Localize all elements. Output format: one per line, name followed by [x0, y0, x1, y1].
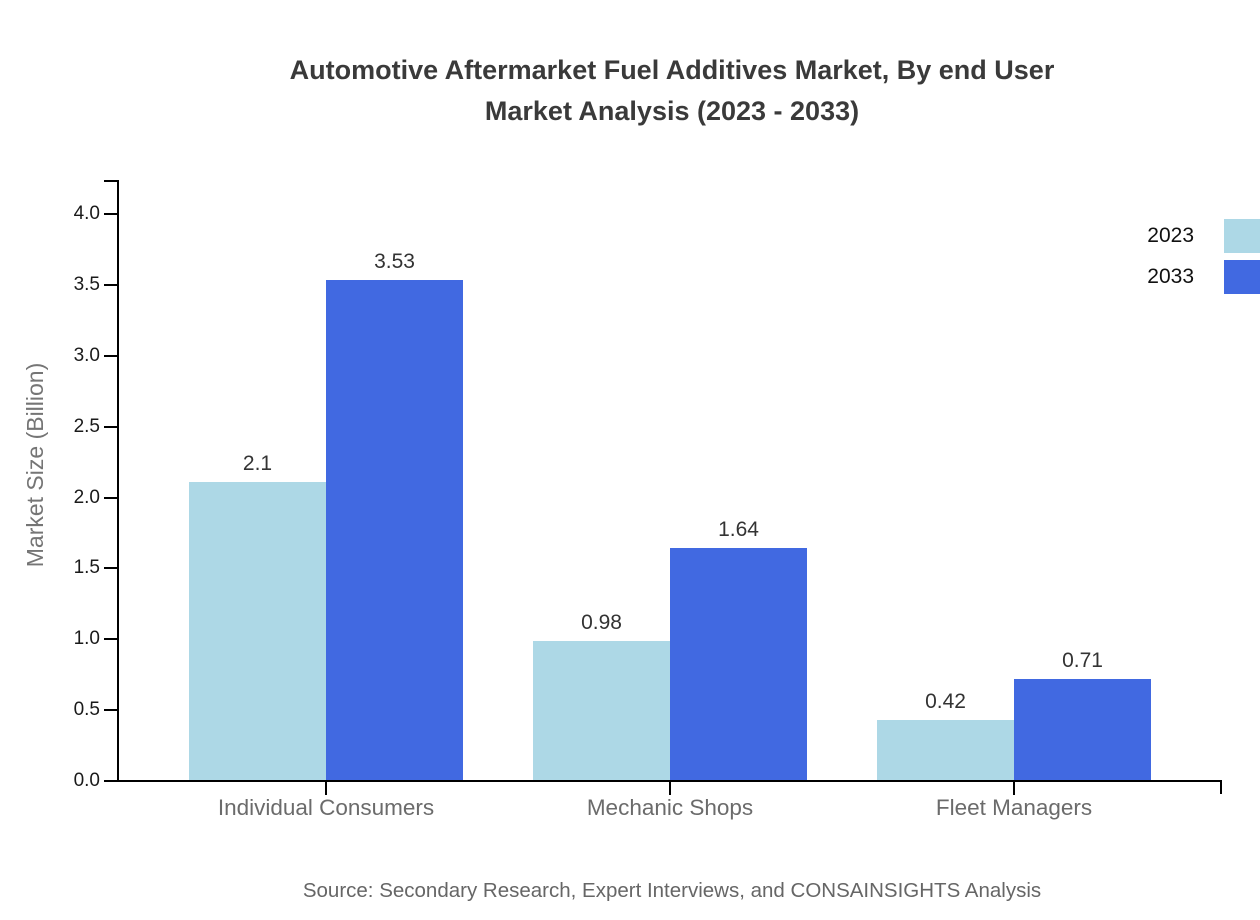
- y-axis-title: Market Size (Billion): [22, 362, 48, 568]
- bar-value-label: 2.1: [242, 452, 273, 476]
- bar-2033-fleet-managers: [1014, 679, 1151, 780]
- y-tick-label: 1.5: [73, 557, 100, 579]
- y-axis-tick: [104, 567, 117, 570]
- y-tick-label: 2.0: [73, 486, 100, 508]
- chart-title: Automotive Aftermarket Fuel Additives Ma…: [119, 50, 1225, 132]
- x-axis-end-cap: [1220, 780, 1222, 794]
- legend-item-2023: 2023: [1147, 219, 1260, 253]
- x-category-label-fleet-managers: Fleet Managers: [935, 795, 1093, 820]
- y-tick-label: 4.0: [73, 203, 100, 224]
- y-axis-line: [117, 180, 119, 782]
- bar-2033-individual-consumers: [326, 279, 463, 780]
- x-axis-tick: [325, 782, 327, 795]
- bar-2023-individual-consumers: [189, 482, 326, 780]
- bar-2023-fleet-managers: [877, 720, 1014, 780]
- y-axis-tick: [104, 496, 117, 499]
- chart-title-line1: Automotive Aftermarket Fuel Additives Ma…: [289, 55, 1055, 85]
- y-tick-label: 3.0: [73, 344, 100, 366]
- source-note: Source: Secondary Research, Expert Inter…: [302, 879, 1042, 902]
- bar-value-label: 0.42: [925, 690, 966, 714]
- bar-value-label: 3.53: [374, 249, 415, 273]
- y-tick-label: 1.0: [73, 628, 100, 650]
- bar-value-label: 1.64: [718, 517, 759, 541]
- legend-swatch: [1224, 219, 1260, 253]
- bar-value-label: 0.71: [1062, 649, 1103, 673]
- y-axis-tick: [104, 354, 117, 357]
- x-axis-tick: [669, 782, 671, 795]
- y-axis-tick: [104, 213, 117, 215]
- y-axis-tick: [104, 780, 117, 782]
- y-axis-tick: [104, 425, 117, 428]
- legend-swatch: [1224, 260, 1260, 294]
- chart-title-line2: Market Analysis (2023 - 2033): [484, 96, 860, 126]
- legend-label: 2033: [1147, 265, 1194, 288]
- bar-2033-mechanic-shops: [670, 547, 807, 780]
- y-tick-label: 3.5: [73, 273, 100, 295]
- bar-2023-mechanic-shops: [533, 641, 670, 780]
- x-category-label-individual-consumers: Individual Consumers: [217, 795, 435, 820]
- bar-value-label: 0.98: [581, 611, 622, 635]
- y-axis-tick: [104, 638, 117, 641]
- y-axis-tick: [104, 709, 117, 712]
- y-axis-tick: [104, 283, 117, 286]
- y-tick-label: 0.5: [73, 699, 100, 721]
- y-tick-label: 2.5: [73, 415, 100, 437]
- x-axis-line: [117, 780, 1222, 782]
- y-tick-label: 0.0: [73, 770, 100, 791]
- y-axis-top-cap: [104, 180, 117, 182]
- legend-label: 2023: [1147, 224, 1194, 247]
- x-axis-tick: [1013, 782, 1015, 795]
- x-category-label-mechanic-shops: Mechanic Shops: [586, 795, 754, 820]
- legend-item-2033: 2033: [1147, 260, 1260, 294]
